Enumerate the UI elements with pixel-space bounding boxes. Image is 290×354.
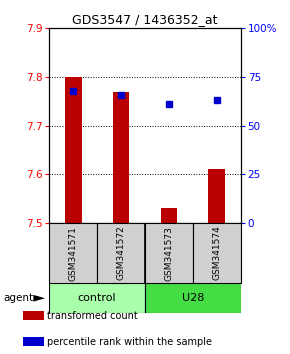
- Bar: [97, 223, 145, 283]
- Polygon shape: [33, 295, 45, 302]
- Title: GDS3547 / 1436352_at: GDS3547 / 1436352_at: [72, 13, 218, 26]
- Bar: [49, 283, 145, 313]
- Text: control: control: [78, 293, 117, 303]
- Bar: [113, 92, 129, 223]
- Bar: [23, 311, 44, 320]
- Bar: [161, 209, 177, 223]
- Text: transformed count: transformed count: [47, 311, 137, 321]
- Text: GSM341574: GSM341574: [212, 226, 221, 280]
- Bar: [65, 77, 81, 223]
- Bar: [49, 223, 97, 283]
- Bar: [145, 223, 193, 283]
- Bar: [209, 170, 225, 223]
- Text: agent: agent: [3, 293, 33, 303]
- Bar: [145, 283, 241, 313]
- Text: percentile rank within the sample: percentile rank within the sample: [47, 337, 212, 347]
- Bar: [23, 337, 44, 346]
- Text: GSM341573: GSM341573: [164, 225, 173, 281]
- Text: GSM341571: GSM341571: [69, 225, 78, 281]
- Text: GSM341572: GSM341572: [117, 226, 126, 280]
- Text: U28: U28: [182, 293, 204, 303]
- Bar: [193, 223, 241, 283]
